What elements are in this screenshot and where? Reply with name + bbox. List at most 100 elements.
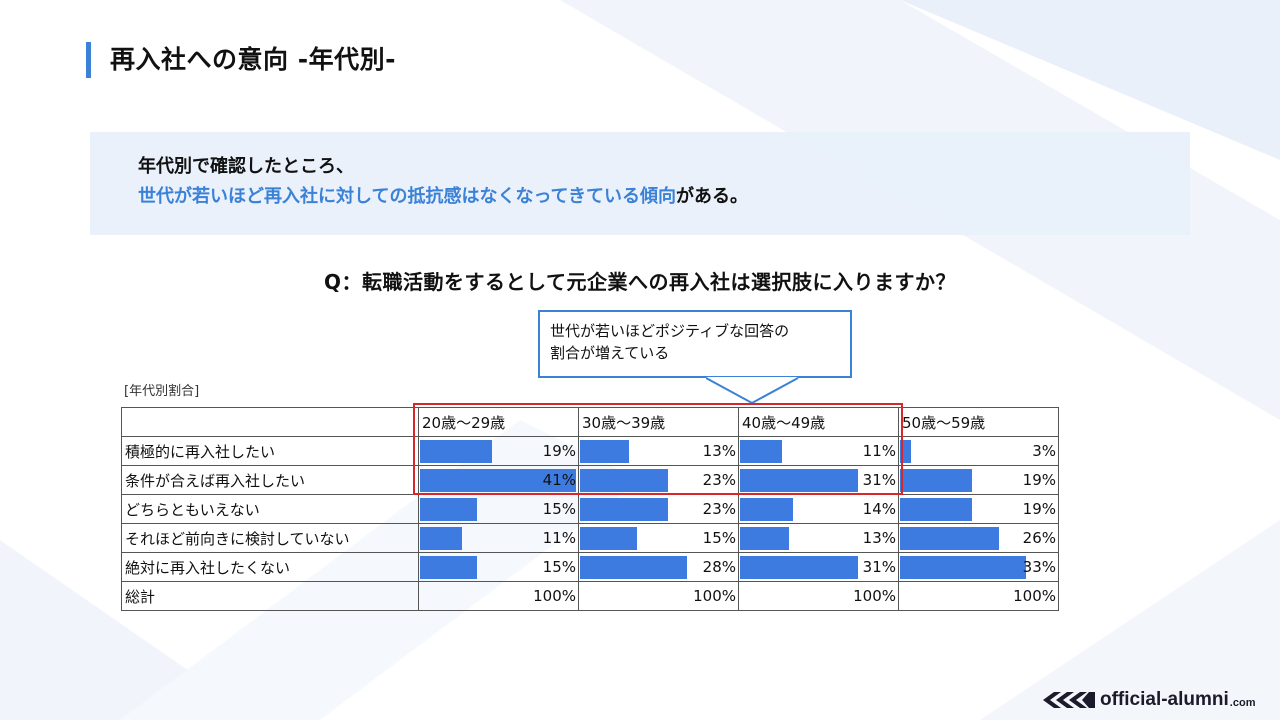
value-label: 14% xyxy=(862,500,896,518)
row-label: 総計 xyxy=(121,581,419,611)
data-cell: 13% xyxy=(738,523,899,553)
value-label: 100% xyxy=(693,587,736,605)
data-cell: 15% xyxy=(418,494,579,524)
value-label: 31% xyxy=(862,471,896,489)
table-caption: [年代別割合] xyxy=(124,384,200,399)
data-bar xyxy=(740,498,793,521)
data-cell: 33% xyxy=(898,552,1059,582)
row-label: 条件が合えば再入社したい xyxy=(121,465,419,495)
summary-line-2: 世代が若いほど再入社に対しての抵抗感はなくなってきている傾向がある。 xyxy=(138,182,748,208)
data-bar xyxy=(420,469,576,492)
data-bar xyxy=(900,527,999,550)
total-cell: 100% xyxy=(738,581,899,611)
value-label: 11% xyxy=(862,442,896,460)
table-header-row: 20歳〜29歳 30歳〜39歳 40歳〜49歳 50歳〜59歳 xyxy=(121,407,1059,437)
data-bar xyxy=(580,440,629,463)
callout-line-1: 世代が若いほどポジティブな回答の xyxy=(550,322,790,340)
data-bar xyxy=(900,440,911,463)
data-cell: 3% xyxy=(898,436,1059,466)
data-bar xyxy=(420,440,492,463)
value-label: 23% xyxy=(702,471,736,489)
data-bar xyxy=(740,440,782,463)
data-bar xyxy=(740,469,858,492)
data-cell: 15% xyxy=(418,552,579,582)
table-row: それほど前向きに検討していない 11% 15% 13% 26% xyxy=(121,523,1059,553)
data-bar xyxy=(900,498,972,521)
brand-logo: official-alumni .com xyxy=(1034,686,1255,714)
data-bar xyxy=(740,527,789,550)
row-label: 絶対に再入社したくない xyxy=(121,552,419,582)
title-accent-bar xyxy=(86,42,91,78)
data-cell: 11% xyxy=(418,523,579,553)
data-cell: 13% xyxy=(578,436,739,466)
value-label: 19% xyxy=(1022,500,1056,518)
value-label: 11% xyxy=(542,529,576,547)
summary-highlight: 世代が若いほど再入社に対しての抵抗感はなくなってきている傾向 xyxy=(138,186,677,207)
data-cell: 19% xyxy=(898,494,1059,524)
data-bar xyxy=(740,556,858,579)
value-label: 13% xyxy=(862,529,896,547)
data-bar xyxy=(580,527,637,550)
table-row: どちらともいえない 15% 23% 14% 19% xyxy=(121,494,1059,524)
value-label: 23% xyxy=(702,500,736,518)
value-label: 41% xyxy=(542,471,576,489)
data-bar xyxy=(580,556,687,579)
table-row: 絶対に再入社したくない 15% 28% 31% 33% xyxy=(121,552,1059,582)
data-cell: 31% xyxy=(738,552,899,582)
summary-box: 年代別で確認したところ、 世代が若いほど再入社に対しての抵抗感はなくなってきてい… xyxy=(90,132,1190,235)
data-cell: 28% xyxy=(578,552,739,582)
column-header: 40歳〜49歳 xyxy=(738,407,899,437)
column-header: 30歳〜39歳 xyxy=(578,407,739,437)
value-label: 15% xyxy=(702,529,736,547)
summary-tail: がある。 xyxy=(676,186,749,207)
data-cell: 11% xyxy=(738,436,899,466)
callout-text: 世代が若いほどポジティブな回答の 割合が増えている xyxy=(550,320,789,364)
data-cell: 23% xyxy=(578,494,739,524)
data-cell: 31% xyxy=(738,465,899,495)
logo-suffix: .com xyxy=(1229,697,1256,709)
value-label: 28% xyxy=(702,558,736,576)
callout-line-2: 割合が増えている xyxy=(550,344,670,362)
data-bar xyxy=(580,498,668,521)
data-bar xyxy=(420,556,477,579)
value-label: 13% xyxy=(702,442,736,460)
data-cell: 15% xyxy=(578,523,739,553)
row-label: どちらともいえない xyxy=(121,494,419,524)
total-cell: 100% xyxy=(578,581,739,611)
page-title: 再入社への意向 -年代別- xyxy=(110,45,396,74)
data-bar xyxy=(420,527,462,550)
value-label: 100% xyxy=(1013,587,1056,605)
total-cell: 100% xyxy=(898,581,1059,611)
row-label: 積極的に再入社したい xyxy=(121,436,419,466)
total-cell: 100% xyxy=(418,581,579,611)
data-cell: 19% xyxy=(418,436,579,466)
age-group-table: 20歳〜29歳 30歳〜39歳 40歳〜49歳 50歳〜59歳 積極的に再入社し… xyxy=(121,407,1059,611)
value-label: 100% xyxy=(853,587,896,605)
value-label: 33% xyxy=(1022,558,1056,576)
logo-text: official-alumni xyxy=(1100,689,1229,710)
value-label: 3% xyxy=(1032,442,1056,460)
value-label: 31% xyxy=(862,558,896,576)
data-bar xyxy=(580,469,668,492)
data-cell: 41% xyxy=(418,465,579,495)
value-label: 100% xyxy=(533,587,576,605)
data-bar xyxy=(420,498,477,521)
table-row: 条件が合えば再入社したい 41% 23% 31% 19% xyxy=(121,465,1059,495)
table-row: 積極的に再入社したい 19% 13% 11% 3% xyxy=(121,436,1059,466)
data-cell: 26% xyxy=(898,523,1059,553)
row-label: それほど前向きに検討していない xyxy=(121,523,419,553)
value-label: 19% xyxy=(1022,471,1056,489)
survey-question: Q：転職活動をするとして元企業への再入社は選択肢に入りますか？ xyxy=(324,270,956,294)
column-header: 20歳〜29歳 xyxy=(418,407,579,437)
value-label: 19% xyxy=(542,442,576,460)
callout-pointer xyxy=(706,377,799,405)
value-label: 15% xyxy=(542,500,576,518)
callout-box: 世代が若いほどポジティブな回答の 割合が増えている xyxy=(538,310,852,378)
column-header: 50歳〜59歳 xyxy=(898,407,1059,437)
data-bar xyxy=(900,556,1026,579)
data-cell: 23% xyxy=(578,465,739,495)
value-label: 15% xyxy=(542,558,576,576)
chevrons-logo-icon xyxy=(1043,692,1095,708)
total-row: 総計 100% 100% 100% 100% xyxy=(121,581,1059,611)
value-label: 26% xyxy=(1022,529,1056,547)
